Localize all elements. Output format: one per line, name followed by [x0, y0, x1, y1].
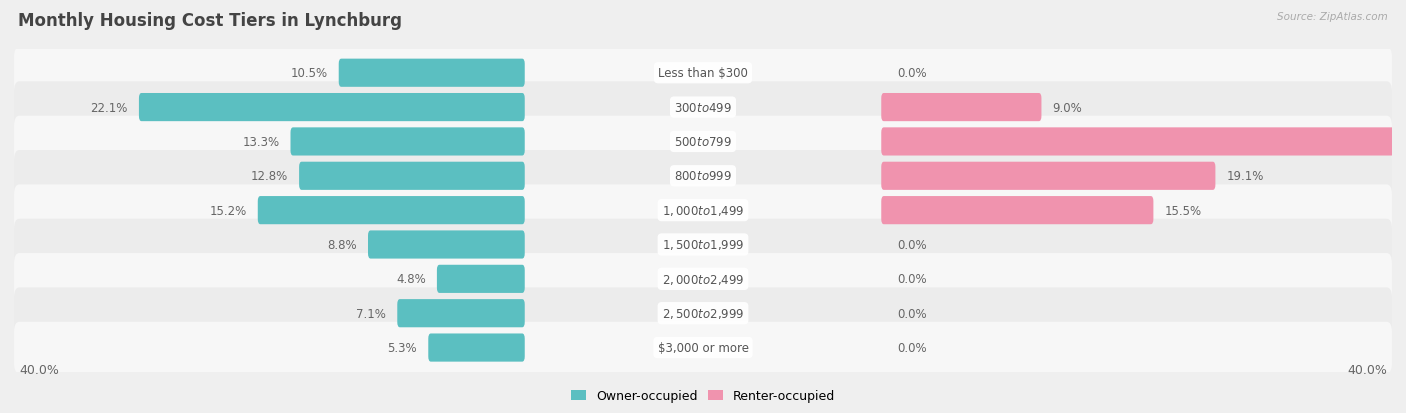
Text: 8.8%: 8.8% [328, 238, 357, 252]
Text: Less than $300: Less than $300 [658, 67, 748, 80]
Text: 0.0%: 0.0% [897, 341, 927, 354]
FancyBboxPatch shape [291, 128, 524, 156]
FancyBboxPatch shape [882, 128, 1406, 156]
Text: 0.0%: 0.0% [897, 67, 927, 80]
Text: $2,500 to $2,999: $2,500 to $2,999 [662, 306, 744, 320]
FancyBboxPatch shape [257, 197, 524, 225]
Text: 22.1%: 22.1% [90, 101, 128, 114]
Text: $3,000 or more: $3,000 or more [658, 341, 748, 354]
Text: 19.1%: 19.1% [1226, 170, 1264, 183]
FancyBboxPatch shape [429, 334, 524, 362]
FancyBboxPatch shape [14, 151, 1392, 202]
Text: $1,500 to $1,999: $1,500 to $1,999 [662, 238, 744, 252]
Text: 13.3%: 13.3% [242, 135, 280, 149]
Text: 15.5%: 15.5% [1164, 204, 1202, 217]
Legend: Owner-occupied, Renter-occupied: Owner-occupied, Renter-occupied [567, 385, 839, 407]
FancyBboxPatch shape [299, 162, 524, 190]
Text: 4.8%: 4.8% [396, 273, 426, 286]
FancyBboxPatch shape [14, 219, 1392, 271]
FancyBboxPatch shape [14, 288, 1392, 339]
Text: $1,000 to $1,499: $1,000 to $1,499 [662, 204, 744, 218]
FancyBboxPatch shape [437, 265, 524, 293]
Text: 15.2%: 15.2% [209, 204, 246, 217]
Text: 0.0%: 0.0% [897, 307, 927, 320]
Text: 40.0%: 40.0% [20, 363, 59, 376]
FancyBboxPatch shape [139, 94, 524, 122]
FancyBboxPatch shape [14, 322, 1392, 373]
Text: 40.0%: 40.0% [1347, 363, 1386, 376]
Text: $300 to $499: $300 to $499 [673, 101, 733, 114]
FancyBboxPatch shape [14, 82, 1392, 133]
Text: 0.0%: 0.0% [897, 273, 927, 286]
FancyBboxPatch shape [339, 59, 524, 88]
FancyBboxPatch shape [14, 48, 1392, 99]
FancyBboxPatch shape [368, 231, 524, 259]
Text: 5.3%: 5.3% [388, 341, 418, 354]
FancyBboxPatch shape [882, 162, 1215, 190]
FancyBboxPatch shape [14, 254, 1392, 305]
FancyBboxPatch shape [398, 299, 524, 328]
FancyBboxPatch shape [882, 94, 1042, 122]
Text: 9.0%: 9.0% [1053, 101, 1083, 114]
FancyBboxPatch shape [882, 197, 1153, 225]
Text: $500 to $799: $500 to $799 [673, 135, 733, 149]
Text: Source: ZipAtlas.com: Source: ZipAtlas.com [1277, 12, 1388, 22]
Text: $800 to $999: $800 to $999 [673, 170, 733, 183]
FancyBboxPatch shape [14, 185, 1392, 236]
Text: 10.5%: 10.5% [291, 67, 328, 80]
Text: 0.0%: 0.0% [897, 238, 927, 252]
Text: 7.1%: 7.1% [356, 307, 387, 320]
Text: $2,000 to $2,499: $2,000 to $2,499 [662, 272, 744, 286]
FancyBboxPatch shape [14, 116, 1392, 168]
Text: Monthly Housing Cost Tiers in Lynchburg: Monthly Housing Cost Tiers in Lynchburg [18, 12, 402, 30]
Text: 12.8%: 12.8% [250, 170, 288, 183]
